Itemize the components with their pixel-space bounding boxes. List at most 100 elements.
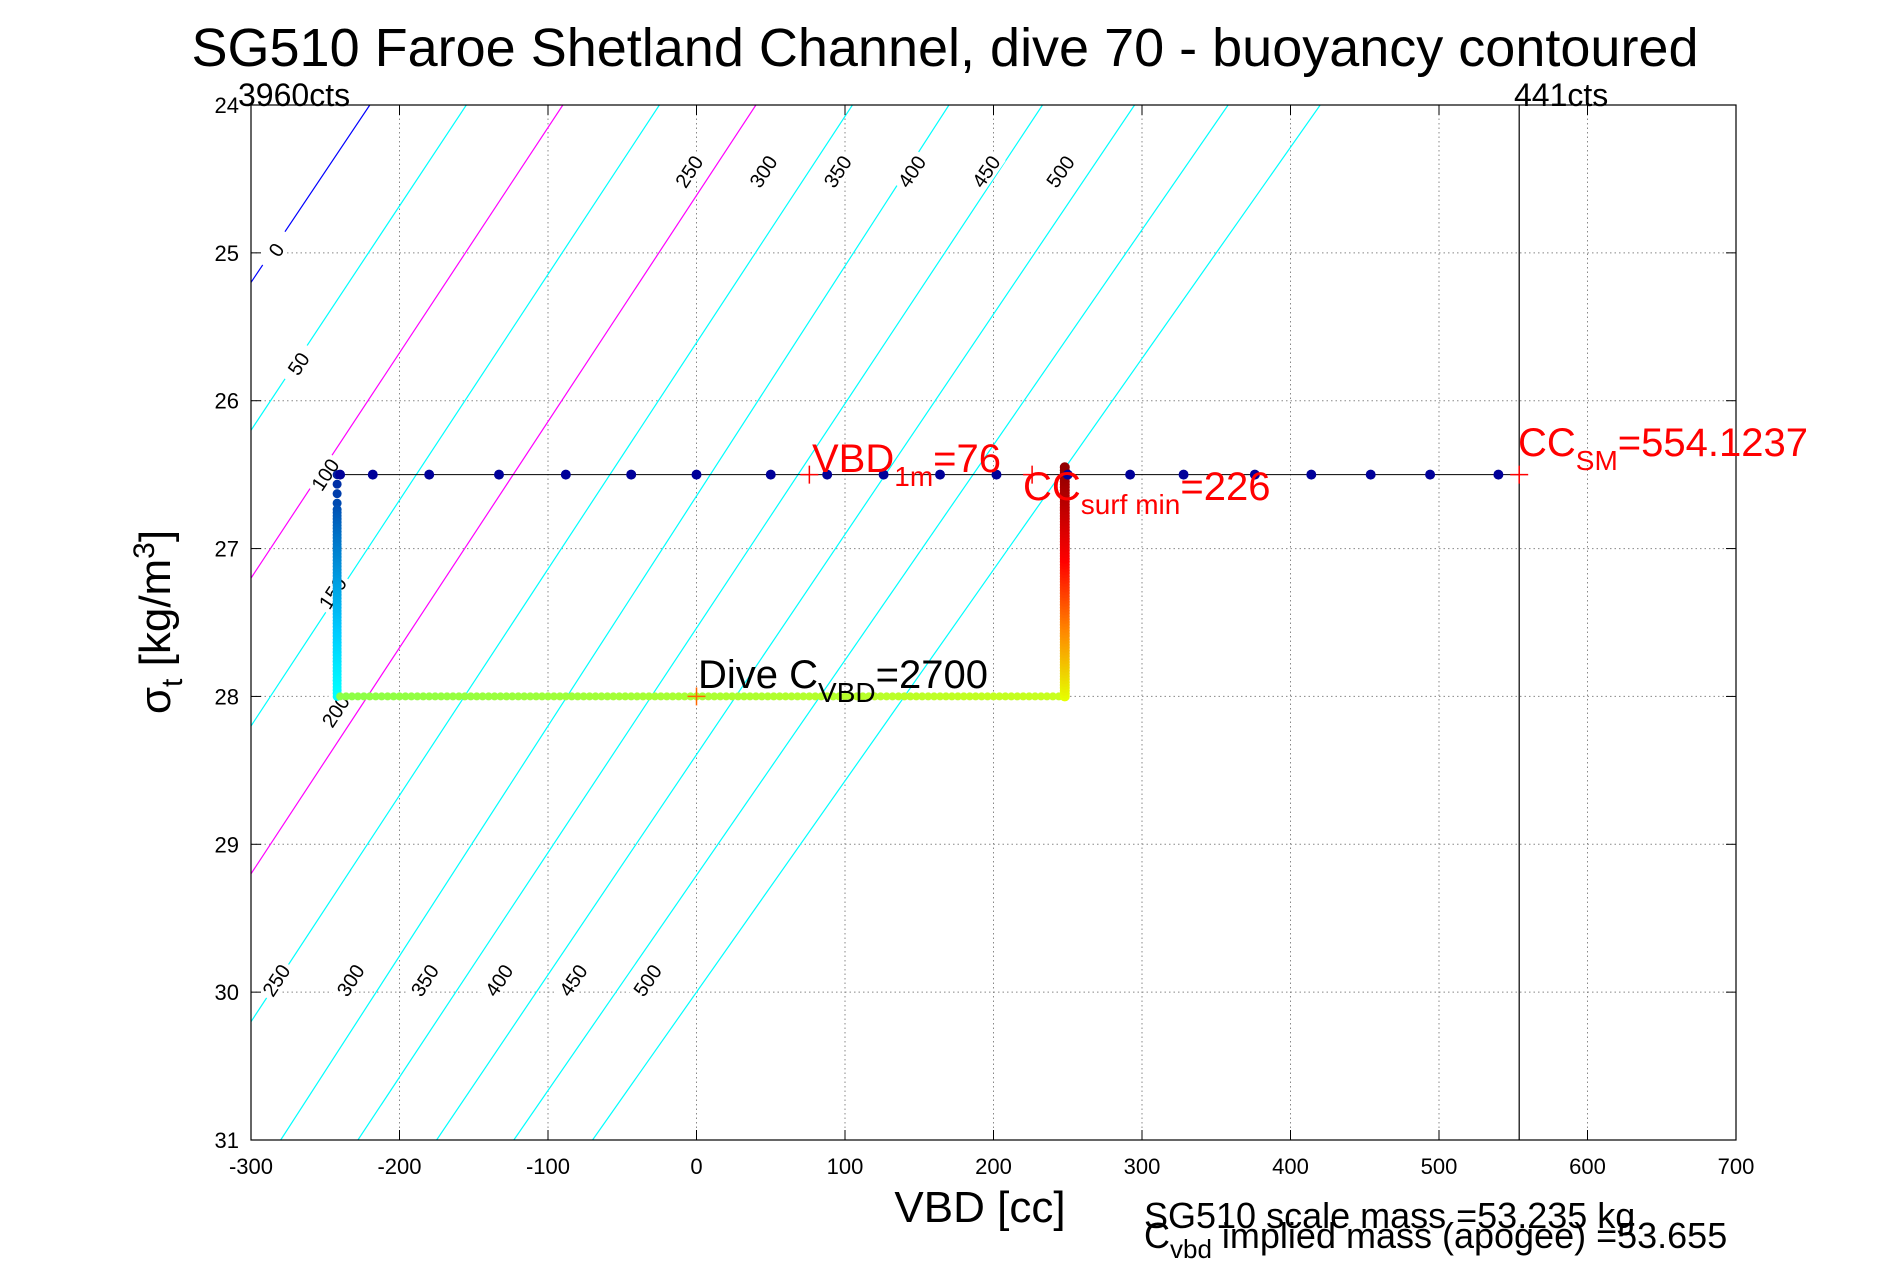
track-point-bottom (472, 692, 481, 701)
y-tick-label: 28 (215, 684, 239, 709)
track-point-bottom (930, 692, 939, 701)
contour-line-50 (251, 105, 467, 431)
track-point-bottom (971, 692, 980, 701)
track-point-surface (991, 469, 1002, 480)
contour-label-bg (889, 147, 932, 194)
x-tick-label: -100 (526, 1154, 570, 1179)
track-point-bottom (567, 692, 576, 701)
track-point-bottom (745, 692, 754, 701)
track-point-bottom (852, 692, 861, 701)
track-point-bottom (627, 692, 636, 701)
svg-text:CCSM=554.1237: CCSM=554.1237 (1518, 421, 1808, 476)
track-point-bottom (751, 692, 760, 701)
x-tick-label: 100 (827, 1154, 864, 1179)
contour-label-350: 350 (814, 147, 857, 194)
y-label-sub: t (156, 678, 189, 687)
track-point-bottom (502, 692, 511, 701)
contour-line-250 (251, 105, 853, 1023)
y-label-base: σ (131, 687, 180, 714)
track-point-bottom (888, 692, 897, 701)
contour-lines (251, 105, 1321, 1140)
track-point-surface (822, 469, 833, 480)
track-point-surface (1062, 469, 1073, 480)
track-point-bottom (876, 692, 885, 701)
contour-label-bg (327, 955, 370, 1003)
contour-label-500: 500 (1037, 147, 1081, 194)
track-point-bottom (668, 692, 677, 701)
track-point-surface (335, 469, 346, 480)
x-tick-label: 300 (1124, 1154, 1161, 1179)
y-label-close: ] (131, 530, 180, 542)
contour-label-bg (550, 955, 593, 1003)
dive-sub: VBD (818, 677, 876, 708)
track-point-bottom (383, 692, 392, 701)
track-point-bottom (460, 692, 469, 701)
track-point-bottom (484, 692, 493, 701)
track-point-bottom (894, 692, 903, 701)
ccsurf-sub: surf min (1081, 489, 1181, 520)
ccsurf-main: CC (1023, 465, 1081, 509)
y-axis-label: σt [kg/m3] (128, 530, 189, 714)
track-point-bottom (710, 692, 719, 701)
contour-label-bg (476, 955, 519, 1003)
track-point-bottom (811, 692, 820, 701)
track-point-bottom (395, 692, 404, 701)
track-point-bottom (1001, 692, 1010, 701)
track-point-bottom (775, 692, 784, 701)
y-tick-label: 25 (215, 241, 239, 266)
track-point-bottom (514, 692, 523, 701)
track-point-bottom (1037, 692, 1046, 701)
track-point-bottom (769, 692, 778, 701)
contour-label-300: 300 (327, 955, 370, 1003)
track-point-surface (765, 469, 776, 480)
track-point-bottom (609, 692, 618, 701)
track-point-bottom (478, 692, 487, 701)
y-label-space (131, 666, 180, 678)
track-point-descent (332, 489, 342, 499)
contour-line-150 (251, 105, 660, 727)
y-tick-label: 29 (215, 832, 239, 857)
track-point-bottom (454, 692, 463, 701)
track-point-surface (626, 469, 637, 480)
track-point-bottom (591, 692, 600, 701)
track-point-bottom (941, 692, 950, 701)
track-point-bottom (704, 692, 713, 701)
track-point-surface (1125, 469, 1136, 480)
track-point-bottom (419, 692, 428, 701)
track-point-surface (367, 469, 378, 480)
track-point-bottom (1007, 692, 1016, 701)
track-point-surface (1425, 469, 1436, 480)
track-point-bottom (680, 692, 689, 701)
track-point-bottom (561, 692, 570, 701)
contour-line-300 (280, 105, 950, 1140)
ccsurf-val: =226 (1180, 465, 1270, 509)
contour-line-500 (592, 105, 1321, 1140)
contour-label-50: 50 (275, 339, 318, 386)
contour-line-350 (357, 105, 1044, 1140)
buoyancy-contours: 0501001502002502503003003503504004004504… (251, 105, 1321, 1140)
track-point-bottom (959, 692, 968, 701)
contour-line-400 (436, 105, 1136, 1140)
track-point-bottom (1025, 692, 1034, 701)
right-count-label: 441cts (1514, 77, 1608, 113)
track-point-bottom (544, 692, 552, 701)
track-point-bottom (989, 692, 998, 701)
track-point-bottom (1048, 692, 1057, 701)
track-point-bottom (947, 692, 956, 701)
track-point-bottom (490, 692, 499, 701)
vbd1m-main: VBD (812, 437, 894, 481)
track-point-bottom (466, 692, 475, 701)
track-point-bottom (448, 692, 457, 701)
track-point-bottom (585, 692, 594, 701)
contour-line-450 (513, 105, 1229, 1140)
track-point-bottom (799, 692, 808, 701)
annotation-ccsm: CCSM=554.1237 (1518, 421, 1808, 476)
track-point-bottom (722, 692, 731, 701)
ccsm-main: CC (1518, 421, 1576, 465)
track-point-bottom (359, 692, 368, 701)
annotation-vbd1m: VBD1m=76 (812, 437, 1001, 492)
dive-main: Dive C (698, 653, 818, 697)
x-tick-label: 0 (690, 1154, 702, 1179)
track-point-surface (935, 469, 946, 480)
track-point-bottom (900, 692, 909, 701)
